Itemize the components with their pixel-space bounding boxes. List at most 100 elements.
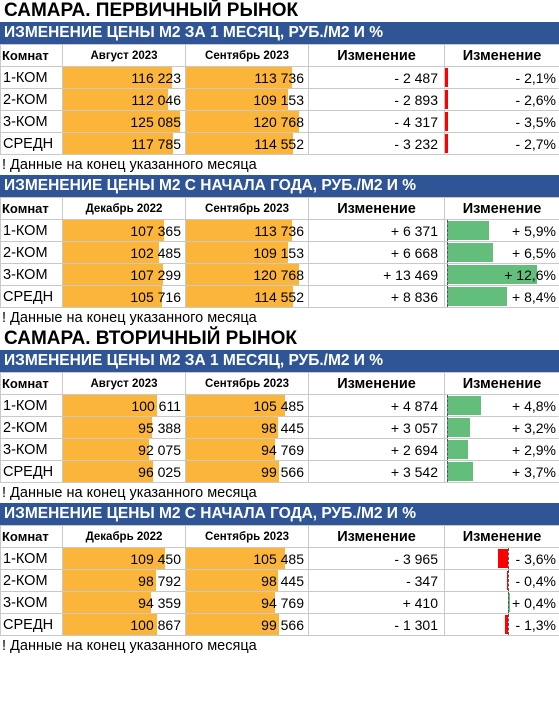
- zero-axis-line: [447, 242, 448, 263]
- price-data-bar: [63, 286, 162, 307]
- table-row: 1-КОМ 109 450 105 485- 3 965 - 3,6%: [0, 547, 559, 570]
- change-pct-cell: + 3,2%: [444, 416, 559, 439]
- rooms-cell: 1-КОМ: [0, 547, 63, 570]
- price-value: 99 566: [261, 616, 304, 633]
- change-data-bar: [445, 112, 448, 131]
- rooms-cell: 2-КОМ: [0, 569, 63, 592]
- footnote: ! Данные на конец указанного месяца: [2, 157, 257, 173]
- price-value: 109 153: [253, 91, 304, 108]
- price-value: 114 552: [254, 135, 304, 152]
- change-pct-value: - 2,1%: [515, 69, 556, 86]
- column-header: Изменение: [308, 525, 445, 548]
- price-data-bar: [186, 242, 289, 263]
- table-row: СРЕДН 105 716 114 552 + 8 836 + 8,4%: [0, 285, 559, 308]
- zero-axis-line: [508, 614, 510, 635]
- price-cell: 102 485: [62, 241, 186, 264]
- table-block: ИЗМЕНЕНИЕ ЦЕНЫ М2 ЗА 1 МЕСЯЦ, РУБ./М2 И …: [0, 350, 559, 503]
- price-data-bar: [63, 592, 152, 613]
- table-row: 3-КОМ 125 085 120 768- 4 317 - 3,5%: [0, 110, 559, 133]
- rooms-cell: СРЕДН: [0, 460, 63, 483]
- price-value: 105 485: [253, 550, 304, 567]
- table-row: 2-КОМ 102 485 109 153 + 6 668 + 6,5%: [0, 241, 559, 264]
- table-block: ИЗМЕНЕНИЕ ЦЕНЫ М2 С НАЧАЛА ГОДА, РУБ./М2…: [0, 175, 559, 328]
- change-rub-cell: + 13 469: [308, 263, 445, 286]
- change-rub-cell: + 2 694: [308, 438, 445, 461]
- price-value: 120 768: [253, 113, 304, 130]
- price-value: 105 485: [253, 397, 304, 414]
- change-pct-cell: - 2,7%: [444, 132, 559, 155]
- column-header: Декабрь 2022: [62, 197, 186, 220]
- change-rub-cell: + 410: [308, 591, 445, 614]
- change-pct-cell: - 2,1%: [444, 66, 559, 89]
- table-row: 1-КОМ 116 223 113 736- 2 487 - 2,1%: [0, 66, 559, 89]
- table-header-row: Комнат Декабрь 2022 Сентябрь 2023 Изменение…: [0, 197, 559, 220]
- rooms-cell: 2-КОМ: [0, 88, 63, 111]
- column-header: Август 2023: [62, 372, 186, 395]
- change-data-bar: [447, 396, 482, 415]
- price-cell: 96 025: [62, 460, 186, 483]
- column-header: Комнат: [0, 44, 63, 67]
- price-cell: 107 365: [62, 219, 186, 242]
- price-cell: 109 153: [185, 241, 309, 264]
- change-rub-cell: - 2 893: [308, 88, 445, 111]
- change-pct-value: - 2,7%: [515, 135, 556, 152]
- change-pct-cell: - 3,5%: [444, 110, 559, 133]
- table-row: 3-КОМ 92 075 94 769 + 2 694 + 2,9%: [0, 438, 559, 461]
- price-data-bar: [186, 111, 300, 132]
- table-row: 2-КОМ 95 388 98 445 + 3 057 + 3,2%: [0, 416, 559, 439]
- column-header: Сентябрь 2023: [185, 44, 309, 67]
- column-header: Изменение: [308, 372, 445, 395]
- change-pct-value: - 0,4%: [515, 572, 556, 589]
- change-pct-value: - 3,6%: [515, 550, 556, 567]
- table-row: 1-КОМ 100 611 105 485 + 4 874 + 4,8%: [0, 394, 559, 417]
- table-band-title: ИЗМЕНЕНИЕ ЦЕНЫ М2 ЗА 1 МЕСЯЦ, РУБ./М2 И …: [0, 350, 559, 372]
- price-table: Комнат Август 2023 Сентябрь 2023 Изменение И…: [0, 44, 559, 155]
- price-cell: 94 769: [185, 591, 309, 614]
- price-data-bar: [63, 89, 168, 110]
- rooms-cell: 3-КОМ: [0, 438, 63, 461]
- price-data-bar: [63, 242, 159, 263]
- change-pct-value: - 3,5%: [515, 113, 556, 130]
- price-data-bar: [63, 548, 166, 569]
- footnote: ! Данные на конец указанного месяца: [2, 638, 257, 654]
- price-data-bar: [186, 264, 300, 285]
- price-cell: 94 359: [62, 591, 186, 614]
- zero-axis-line: [447, 461, 448, 482]
- change-rub-cell: - 3 965: [308, 547, 445, 570]
- price-cell: 125 085: [62, 110, 186, 133]
- price-value: 125 085: [130, 113, 181, 130]
- price-cell: 98 445: [185, 416, 309, 439]
- zero-axis-line: [447, 395, 448, 416]
- change-rub-cell: + 6 668: [308, 241, 445, 264]
- column-header: Сентябрь 2023: [185, 525, 309, 548]
- change-rub-cell: - 3 232: [308, 132, 445, 155]
- change-rub-cell: + 6 371: [308, 219, 445, 242]
- price-data-bar: [63, 614, 158, 635]
- change-pct-cell: + 4,8%: [444, 394, 559, 417]
- price-value: 99 566: [261, 463, 304, 480]
- change-data-bar: [447, 265, 537, 284]
- rooms-cell: 3-КОМ: [0, 110, 63, 133]
- rooms-cell: 1-КОМ: [0, 66, 63, 89]
- change-data-bar: [447, 243, 494, 262]
- section-primary-market: САМАРА. ПЕРВИЧНЫЙ РЫНОК ИЗМЕНЕНИЕ ЦЕНЫ М…: [0, 0, 559, 328]
- price-data-bar: [63, 133, 174, 154]
- change-data-bar: [447, 221, 490, 240]
- rooms-cell: СРЕДН: [0, 132, 63, 155]
- change-pct-value: + 3,2%: [512, 419, 556, 436]
- column-header: Комнат: [0, 197, 63, 220]
- change-data-bar: [447, 462, 474, 481]
- price-cell: 99 566: [185, 460, 309, 483]
- table-band-title: ИЗМЕНЕНИЕ ЦЕНЫ М2 С НАЧАЛА ГОДА, РУБ./М2…: [0, 175, 559, 197]
- price-cell: 113 736: [185, 66, 309, 89]
- change-pct-cell: + 6,5%: [444, 241, 559, 264]
- zero-axis-line: [508, 548, 510, 569]
- change-pct-value: - 1,3%: [515, 616, 556, 633]
- rooms-cell: 3-КОМ: [0, 591, 63, 614]
- price-data-bar: [63, 264, 164, 285]
- price-value: 109 450: [130, 550, 181, 567]
- price-data-bar: [63, 111, 181, 132]
- change-pct-cell: - 2,6%: [444, 88, 559, 111]
- price-data-bar: [63, 417, 153, 438]
